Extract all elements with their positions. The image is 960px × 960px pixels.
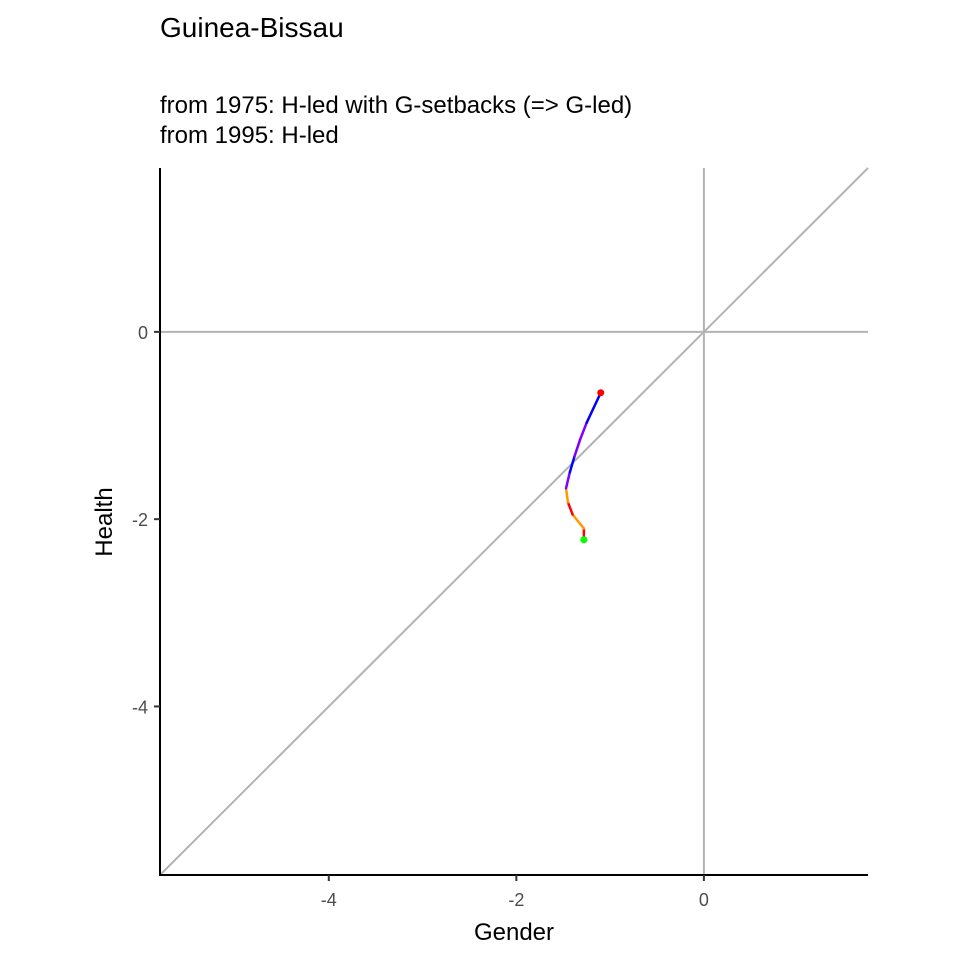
y-tick-label: -2	[132, 510, 148, 530]
trajectory-end-point	[597, 389, 605, 397]
reference-line-diagonal	[159, 167, 869, 876]
ticks: -4 -2 0 0 -2 -4	[132, 323, 709, 910]
x-tick-label: 0	[699, 890, 709, 910]
trajectory-segment	[564, 487, 570, 504]
chart-subtitle-line-1: from 1975: H-led with G-setbacks (=> G-l…	[160, 92, 633, 119]
trajectory-segment	[566, 501, 574, 516]
y-tick-label: -4	[132, 697, 148, 717]
chart-title: Guinea-Bissau	[160, 12, 344, 43]
y-tick-label: 0	[138, 323, 148, 343]
chart-subtitle-line-2: from 1995: H-led	[160, 122, 339, 149]
data-series	[564, 389, 605, 544]
trajectory-segment	[573, 438, 582, 458]
trajectory-segment	[578, 421, 588, 441]
trajectory-start-point	[580, 536, 588, 544]
trajectory-segment	[564, 471, 572, 490]
trajectory-segment	[568, 455, 576, 474]
x-tick-label: -2	[508, 890, 524, 910]
y-axis-title: Health	[91, 487, 118, 556]
trajectory-segment	[571, 513, 586, 530]
reference-lines	[159, 167, 869, 876]
trajectory-segment	[585, 391, 602, 424]
x-tick-label: -4	[321, 890, 337, 910]
x-axis-title: Gender	[474, 919, 554, 946]
axes	[159, 168, 868, 876]
